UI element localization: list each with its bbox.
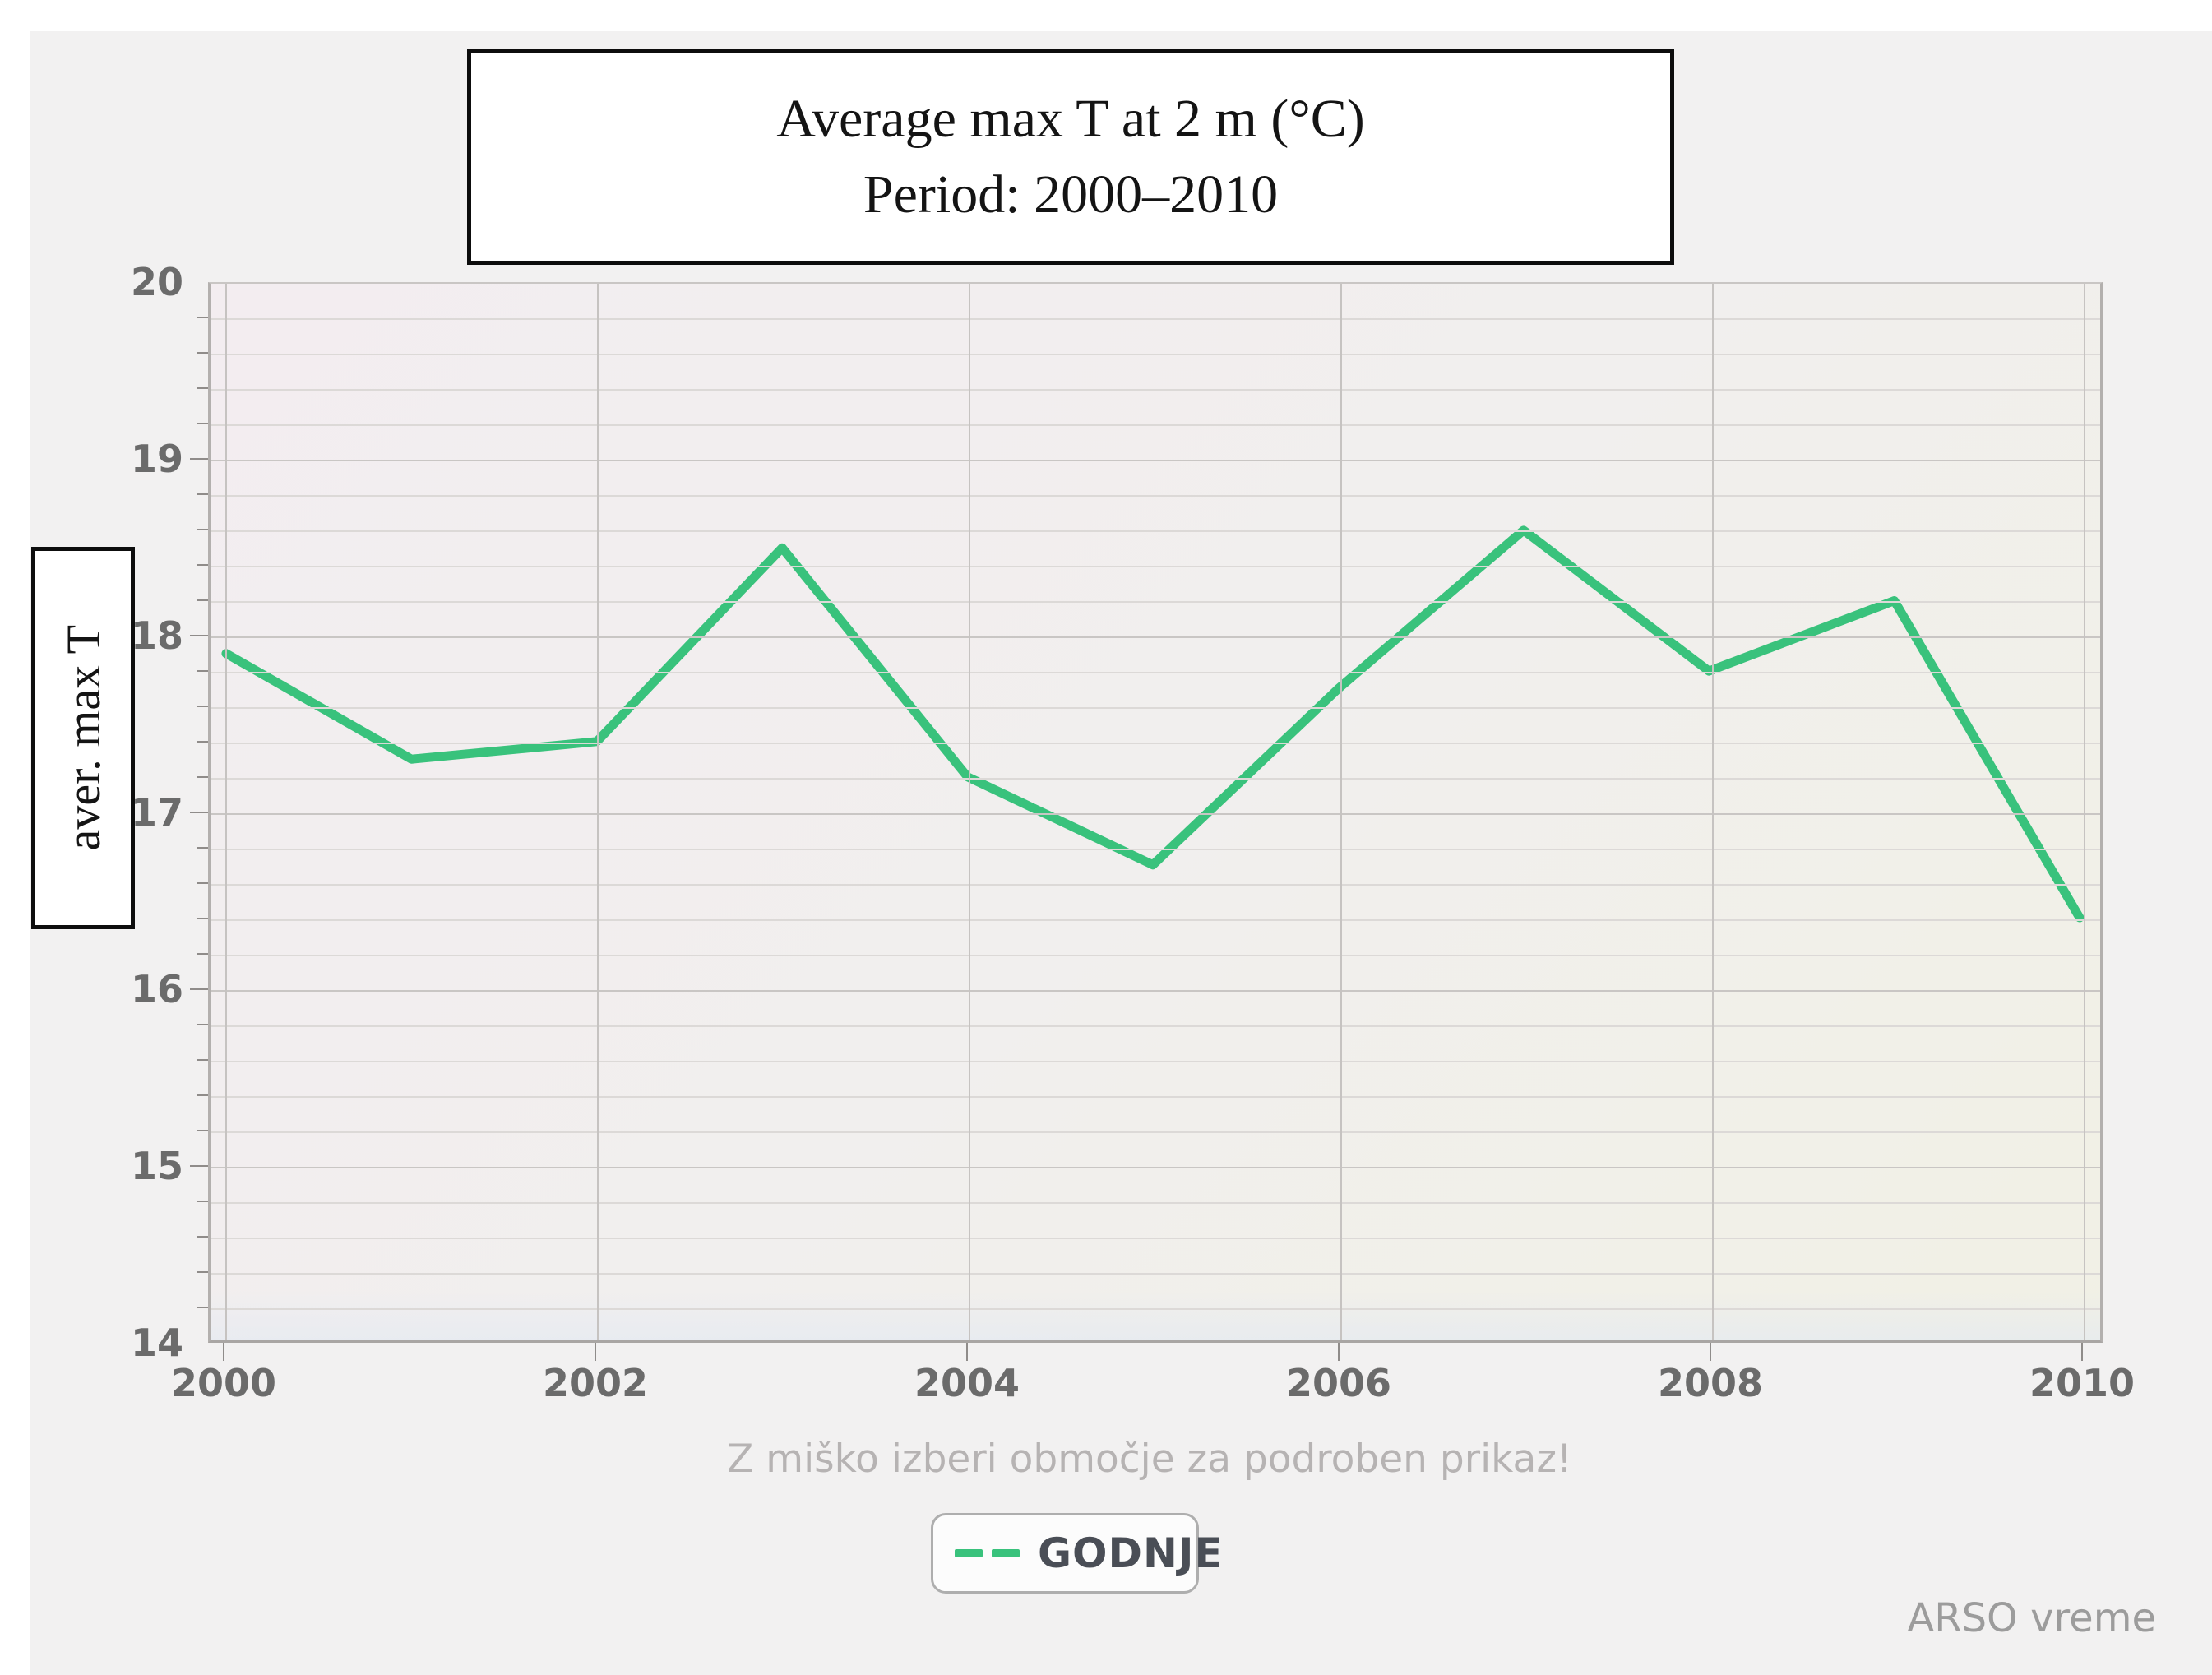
legend-series-label: GODNJE bbox=[1038, 1529, 1224, 1577]
h-gridline-minor bbox=[211, 1061, 2100, 1062]
legend-line-sample-icon bbox=[955, 1549, 1020, 1557]
h-gridline-minor bbox=[211, 601, 2100, 603]
h-gridline-minor bbox=[211, 707, 2100, 709]
h-gridline-minor bbox=[211, 566, 2100, 567]
h-gridline-minor bbox=[211, 919, 2100, 921]
h-gridline-minor bbox=[211, 1025, 2100, 1027]
y-tick-mark bbox=[197, 599, 208, 601]
y-tick-mark bbox=[197, 1059, 208, 1061]
x-tick-mark bbox=[966, 1343, 968, 1361]
h-gridline-minor bbox=[211, 743, 2100, 744]
y-tick-mark bbox=[197, 529, 208, 530]
h-gridline-minor bbox=[211, 955, 2100, 956]
y-tick-mark bbox=[197, 882, 208, 884]
y-tick-mark bbox=[197, 670, 208, 672]
y-tick-mark bbox=[197, 1236, 208, 1238]
y-tick-label: 15 bbox=[130, 1144, 183, 1188]
x-tick-mark bbox=[223, 1343, 224, 1361]
y-tick-label: 19 bbox=[130, 437, 183, 481]
y-tick-mark bbox=[197, 1271, 208, 1273]
h-gridline-minor bbox=[211, 778, 2100, 780]
y-tick-label: 20 bbox=[130, 260, 183, 304]
y-tick-mark bbox=[197, 1094, 208, 1096]
h-gridline-minor bbox=[211, 849, 2100, 850]
chart-title-box: Average max T at 2 m (°C) Period: 2000–2… bbox=[467, 49, 1674, 265]
y-tick-mark bbox=[197, 1024, 208, 1025]
x-tick-label: 2010 bbox=[2029, 1361, 2136, 1405]
v-gridline bbox=[225, 284, 227, 1340]
legend: GODNJE bbox=[931, 1513, 1223, 1594]
x-tick-label: 2006 bbox=[1285, 1361, 1392, 1405]
y-tick-mark bbox=[197, 1307, 208, 1308]
h-gridline-major bbox=[211, 460, 2100, 461]
v-gridline bbox=[1712, 284, 1714, 1340]
x-tick-label: 2008 bbox=[1657, 1361, 1764, 1405]
v-gridline bbox=[2084, 284, 2085, 1340]
h-gridline-major bbox=[211, 1167, 2100, 1168]
y-tick-mark bbox=[197, 317, 208, 318]
h-gridline-minor bbox=[211, 1131, 2100, 1133]
watermark: ARSO vreme bbox=[1907, 1595, 2156, 1641]
y-tick-label: 17 bbox=[130, 790, 183, 835]
y-tick-mark bbox=[190, 458, 208, 460]
x-tick-mark bbox=[595, 1343, 596, 1361]
h-gridline-major bbox=[211, 990, 2100, 992]
temperature-line-svg bbox=[221, 525, 2085, 923]
y-tick-label: 18 bbox=[130, 613, 183, 658]
y-tick-mark bbox=[197, 953, 208, 955]
x-tick-mark bbox=[1338, 1343, 1340, 1361]
h-gridline-minor bbox=[211, 495, 2100, 497]
h-gridline-minor bbox=[211, 1273, 2100, 1275]
y-tick-mark bbox=[190, 812, 208, 813]
temperature-line bbox=[221, 525, 2085, 923]
y-tick-mark bbox=[197, 776, 208, 778]
y-tick-mark bbox=[190, 988, 208, 990]
y-tick-mark bbox=[197, 706, 208, 707]
y-tick-label: 14 bbox=[130, 1321, 183, 1365]
y-tick-mark bbox=[197, 847, 208, 849]
x-tick-label: 2002 bbox=[542, 1361, 649, 1405]
y-tick-mark bbox=[197, 1130, 208, 1131]
h-gridline-minor bbox=[211, 1096, 2100, 1098]
y-tick-mark bbox=[197, 564, 208, 566]
h-gridline-minor bbox=[211, 1238, 2100, 1239]
y-tick-mark bbox=[197, 741, 208, 743]
y-tick-mark bbox=[190, 1165, 208, 1167]
y-tick-mark bbox=[197, 918, 208, 919]
y-tick-label: 16 bbox=[130, 967, 183, 1011]
selection-hint: Z miško izberi območje za podroben prika… bbox=[727, 1437, 1572, 1482]
h-gridline-minor bbox=[211, 354, 2100, 355]
h-gridline-minor bbox=[211, 884, 2100, 886]
y-axis-label-box: aver. max T bbox=[31, 547, 135, 929]
plot-area[interactable] bbox=[208, 282, 2103, 1343]
x-tick-label: 2004 bbox=[914, 1361, 1020, 1405]
x-tick-mark bbox=[1710, 1343, 1711, 1361]
y-tick-mark bbox=[197, 352, 208, 354]
y-tick-mark bbox=[197, 387, 208, 389]
h-gridline-minor bbox=[211, 672, 2100, 673]
x-tick-mark bbox=[2081, 1343, 2083, 1361]
y-tick-mark bbox=[190, 635, 208, 636]
y-tick-mark bbox=[197, 493, 208, 495]
y-tick-mark bbox=[197, 1201, 208, 1202]
x-tick-label: 2000 bbox=[170, 1361, 277, 1405]
h-gridline-minor bbox=[211, 530, 2100, 532]
h-gridline-minor bbox=[211, 389, 2100, 391]
y-axis-label: aver. max T bbox=[56, 625, 110, 851]
v-gridline bbox=[969, 284, 970, 1340]
h-gridline-minor bbox=[211, 424, 2100, 426]
chart-title: Average max T at 2 m (°C) bbox=[776, 89, 1365, 149]
h-gridline-major bbox=[211, 636, 2100, 638]
h-gridline-major bbox=[211, 813, 2100, 815]
v-gridline bbox=[1340, 284, 1342, 1340]
h-gridline-minor bbox=[211, 1202, 2100, 1204]
v-gridline bbox=[597, 284, 599, 1340]
chart-subtitle: Period: 2000–2010 bbox=[863, 164, 1279, 224]
h-gridline-minor bbox=[211, 318, 2100, 320]
y-tick-mark bbox=[197, 423, 208, 424]
h-gridline-minor bbox=[211, 1308, 2100, 1310]
